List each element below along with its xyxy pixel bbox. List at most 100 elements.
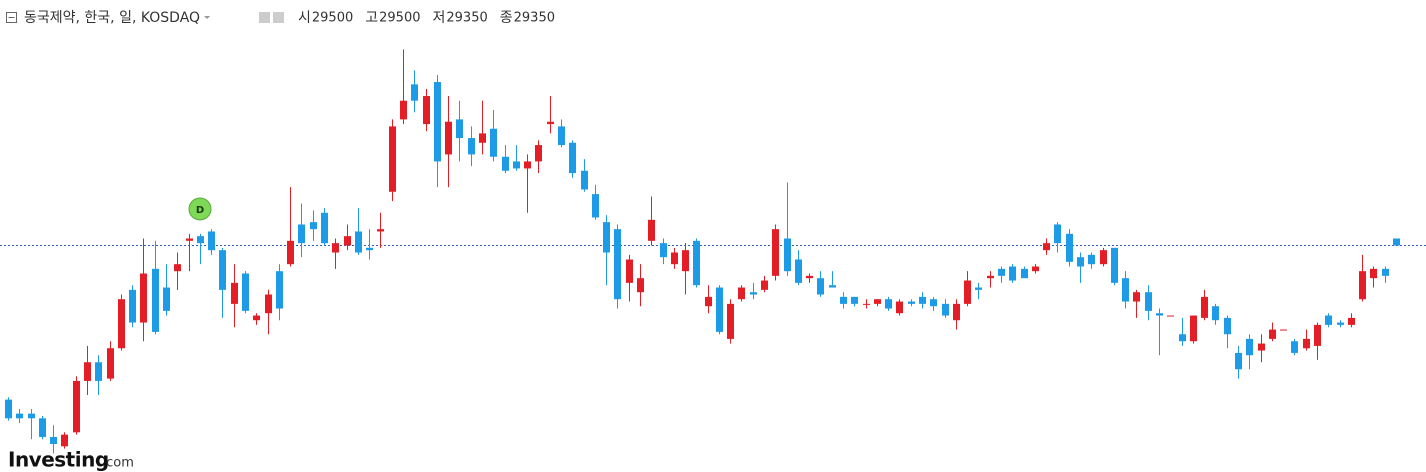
candle-body xyxy=(919,296,926,304)
candle-body xyxy=(558,126,565,146)
ohlc-label: 고 xyxy=(365,10,378,26)
candle-body xyxy=(140,273,147,323)
candle-body xyxy=(174,264,181,272)
candle-body xyxy=(761,280,768,290)
candle-body xyxy=(1088,254,1095,265)
marker-circle xyxy=(188,197,212,221)
candle-body xyxy=(1145,292,1152,311)
candle-body xyxy=(1246,338,1253,356)
ohlc-label: 저 xyxy=(433,10,446,26)
logo-suffix: .com xyxy=(102,456,134,471)
settings-icon[interactable] xyxy=(273,12,284,23)
candle-body xyxy=(502,156,509,171)
candle-body xyxy=(28,413,35,419)
candle-body xyxy=(265,294,272,314)
candle-body xyxy=(1303,338,1310,349)
collapse-icon[interactable] xyxy=(6,12,17,23)
candle-body xyxy=(885,299,892,309)
ohlc-value: 29500 xyxy=(312,11,353,26)
header: 동국제약, 한국, 일, KOSDAQ 시 29500 고 29500 저 29350 종 2… xyxy=(6,10,555,26)
candle-body xyxy=(874,299,881,304)
candle-body xyxy=(95,362,102,381)
candle-body xyxy=(1314,324,1321,346)
candle-body xyxy=(152,268,159,332)
candle-body xyxy=(581,170,588,190)
candle-body xyxy=(1032,266,1039,272)
candle-body xyxy=(400,100,407,120)
candle-body xyxy=(660,243,667,258)
candle-body xyxy=(321,212,328,244)
ohlc-value: 29350 xyxy=(514,11,555,26)
candle-body xyxy=(1337,322,1344,325)
candle-body xyxy=(253,315,260,321)
candle-body xyxy=(129,289,136,323)
candle-body xyxy=(1258,343,1265,351)
candle-body xyxy=(614,229,621,300)
candle-body xyxy=(118,299,125,349)
candle-body xyxy=(197,236,204,244)
candle-body xyxy=(784,238,791,272)
marker-label: D xyxy=(196,205,204,216)
logo: Investing .com xyxy=(8,448,134,472)
candle-body xyxy=(50,436,57,444)
candle-body xyxy=(208,231,215,251)
candle-body xyxy=(377,229,384,232)
candle-body xyxy=(1021,268,1028,279)
candle-body xyxy=(344,236,351,246)
candle-body xyxy=(1359,271,1366,300)
candle-body xyxy=(1348,317,1355,325)
candle-body xyxy=(930,299,937,307)
candle-body xyxy=(987,275,994,279)
candle-body xyxy=(1156,313,1163,316)
candle-body xyxy=(513,161,520,169)
candle-body xyxy=(1167,315,1174,317)
candle-body xyxy=(355,231,362,253)
candle-body xyxy=(693,240,700,286)
candle-body xyxy=(603,222,610,253)
candle-body xyxy=(1100,250,1107,265)
candle-body xyxy=(964,280,971,304)
settings-icon[interactable] xyxy=(259,12,270,23)
candle-body xyxy=(1009,266,1016,281)
chart-title: 동국제약, 한국, 일, KOSDAQ xyxy=(24,10,200,26)
candle-body xyxy=(795,259,802,283)
candle-body xyxy=(73,380,80,433)
candle-body xyxy=(1179,334,1186,342)
candle-body xyxy=(366,247,373,251)
ohlc-label: 시 xyxy=(298,10,311,26)
candle-body xyxy=(772,229,779,276)
candle-body xyxy=(468,138,475,155)
dropdown-caret[interactable] xyxy=(204,16,211,19)
candle-body xyxy=(524,161,531,169)
candle-body xyxy=(896,301,903,314)
candle-body xyxy=(637,278,644,293)
candle-body xyxy=(1212,306,1219,321)
dividend-marker: D xyxy=(188,197,212,221)
candle-body xyxy=(39,418,46,437)
logo-text: Investing xyxy=(8,448,109,472)
candle-body xyxy=(456,119,463,139)
ohlc-label: 종 xyxy=(500,10,513,26)
candle-body xyxy=(727,303,734,339)
candle-body xyxy=(389,126,396,192)
candle-body xyxy=(750,292,757,295)
candle-body xyxy=(829,285,836,288)
candle-body xyxy=(479,133,486,143)
candle-body xyxy=(1280,329,1287,331)
candle-body xyxy=(1043,243,1050,251)
candle-body xyxy=(84,362,91,381)
candle-body xyxy=(840,296,847,304)
candle-body xyxy=(626,259,633,283)
candle-body xyxy=(1133,292,1140,302)
candle-body xyxy=(953,303,960,321)
plot-area: D xyxy=(0,49,1426,454)
candle-body xyxy=(423,96,430,125)
ohlc-values: 시 29500 고 29500 저 29350 종 29350 xyxy=(298,10,555,26)
candle-body xyxy=(231,282,238,304)
candle-body xyxy=(107,348,114,379)
candle-body xyxy=(592,194,599,218)
candle-body xyxy=(1066,233,1073,262)
candle-body xyxy=(716,287,723,332)
candle-body xyxy=(1291,341,1298,353)
